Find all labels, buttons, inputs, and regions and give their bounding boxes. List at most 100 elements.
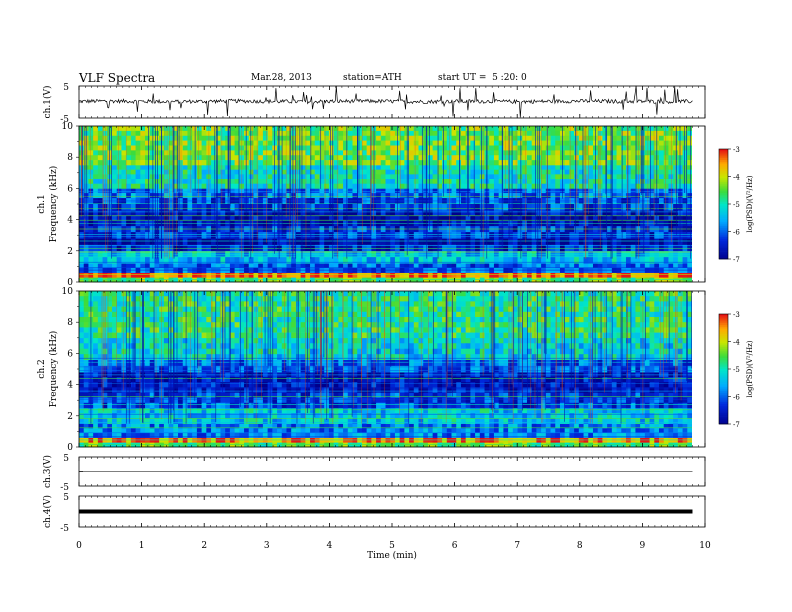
spectrogram-cell: [418, 188, 424, 194]
spectrogram-cell: [409, 263, 415, 269]
spectrogram-cell: [390, 183, 396, 189]
spectrogram-cell: [130, 130, 136, 137]
spectrogram-cell: [201, 155, 207, 161]
spectrogram-cell: [522, 272, 528, 278]
spectrogram-cell: [569, 126, 575, 132]
spectrogram-cell: [262, 244, 269, 252]
spectrogram-cell: [196, 126, 202, 132]
spectrogram-cell: [130, 160, 136, 166]
spectrogram-cell: [413, 215, 419, 221]
spectrogram-cell: [616, 145, 622, 151]
spectrogram-cell: [588, 126, 594, 132]
spectrogram-cell: [149, 130, 155, 137]
spectrogram-cell: [607, 250, 613, 258]
spectrogram-cell: [88, 263, 94, 269]
spectrogram-cell: [522, 263, 528, 269]
spectrogram-cell: [272, 423, 278, 429]
spectrogram-cell: [314, 145, 320, 151]
spectrogram-cell: [361, 272, 368, 278]
spectrogram-cell: [281, 155, 287, 161]
spectrogram-cell: [564, 204, 570, 211]
spectrogram-cell: [498, 272, 504, 278]
spectrogram-cell: [121, 179, 127, 185]
spectrogram-cell: [545, 165, 551, 170]
spectrogram-cell: [319, 210, 325, 216]
spectrogram-cell: [611, 155, 617, 161]
spectrogram-cell: [310, 272, 316, 278]
spectrogram-cell: [649, 130, 655, 137]
spectrogram-cell: [182, 160, 188, 166]
spectrogram-cell: [522, 145, 528, 151]
spectrogram-cell: [616, 160, 622, 166]
spectrogram-cell: [564, 244, 570, 252]
spectrogram-cell: [432, 263, 438, 269]
spectrogram-cell: [253, 169, 259, 175]
spectrogram-cell: [225, 423, 231, 429]
spectrogram-cell: [248, 145, 254, 151]
spectrogram-cell: [116, 215, 122, 221]
spectrogram-cell: [559, 210, 566, 216]
spectrogram-cell: [380, 126, 386, 132]
spectrogram-cell: [625, 155, 632, 161]
spectrogram-cell: [196, 204, 202, 211]
spectrogram-cell: [324, 169, 330, 175]
spectrogram-cell: [385, 188, 391, 194]
spectrogram-cell: [102, 423, 108, 429]
spectrogram-cell: [211, 263, 217, 269]
spectrogram-cell: [479, 130, 485, 137]
spectrogram-cell: [328, 204, 335, 211]
spectrogram-cell: [305, 263, 311, 269]
y-axis-label: ch.1(V): [42, 86, 53, 119]
spectrogram-cell: [130, 215, 136, 221]
spectrogram-cell: [366, 140, 372, 146]
spectrogram-cell: [83, 215, 89, 221]
spectrogram-cell: [460, 140, 467, 146]
spectrogram-cell: [541, 188, 547, 194]
spectrogram-cell: [413, 210, 419, 216]
spectrogram-cell: [352, 215, 358, 221]
spectrogram-cell: [211, 174, 217, 180]
spectrogram-cell: [465, 232, 471, 239]
spectrogram-cell: [616, 272, 622, 278]
spectrogram-cell: [121, 169, 127, 175]
spectrogram-cell: [475, 232, 481, 239]
spectrogram-cell: [649, 250, 655, 258]
spectrogram-cell: [409, 135, 415, 141]
spectrogram-cell: [163, 257, 169, 264]
spectrogram-cell: [215, 232, 221, 239]
spectrogram-cell: [357, 130, 363, 137]
spectrogram-cell: [432, 188, 438, 194]
spectrogram-cell: [503, 160, 509, 166]
spectrogram-cell: [277, 272, 283, 278]
spectrogram-cell: [93, 428, 99, 434]
spectrogram-cell: [220, 232, 226, 239]
spectrogram-cell: [621, 179, 627, 185]
spectrogram-cell: [220, 423, 226, 429]
spectrogram-cell: [187, 126, 193, 132]
spectrogram-cell: [602, 244, 608, 252]
spectrogram-cell: [658, 126, 665, 132]
spectrogram-cell: [493, 210, 500, 216]
spectrogram-cell: [357, 140, 363, 146]
spectrogram-cell: [640, 238, 646, 245]
spectrogram-cell: [460, 135, 467, 141]
spectrogram-cell: [390, 250, 396, 258]
spectrogram-cell: [220, 238, 226, 245]
spectrogram-cell: [234, 183, 240, 189]
spectrogram-cell: [498, 244, 504, 252]
spectrogram-cell: [531, 140, 537, 146]
spectrogram-cell: [574, 188, 580, 194]
spectrogram-cell: [489, 423, 495, 429]
spectrogram-cell: [687, 155, 693, 161]
spectrogram-cell: [460, 272, 467, 278]
spectrogram-cell: [93, 130, 99, 137]
spectrogram-cell: [663, 257, 669, 264]
colorbar-cell: [719, 158, 728, 161]
spectrogram-cell: [385, 150, 391, 156]
spectrogram-cell: [569, 272, 575, 278]
spectrogram-cell: [508, 232, 514, 239]
spectrogram-cell: [451, 126, 457, 132]
spectrogram-cell: [451, 179, 457, 185]
spectrogram-cell: [135, 145, 141, 151]
spectrogram-cell: [135, 204, 141, 211]
